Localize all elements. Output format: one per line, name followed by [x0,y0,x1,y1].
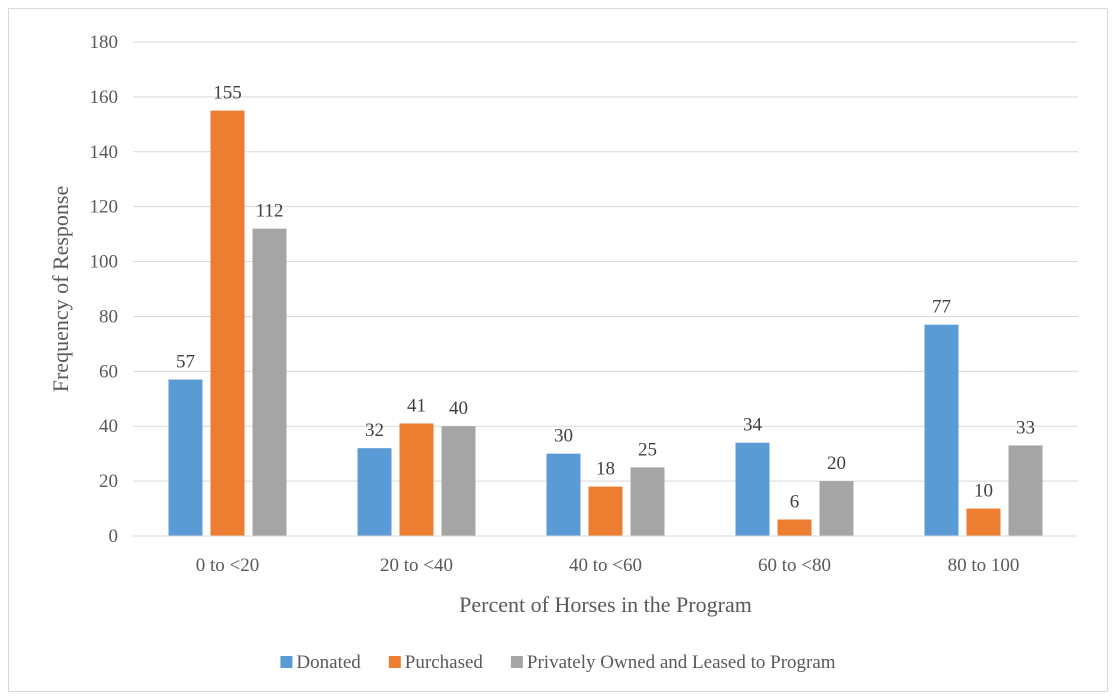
x-tick-label: 40 to <60 [569,555,642,576]
data-label: 10 [974,481,993,502]
y-tick-label: 120 [90,197,119,218]
data-label: 32 [365,420,384,441]
y-tick-label: 40 [99,416,118,437]
y-tick-label: 0 [109,526,119,547]
bar-donated-2 [546,453,581,536]
legend-label: Donated [296,652,361,673]
y-tick-label: 100 [90,252,119,273]
bar-donated-3 [735,442,770,536]
x-tick-label: 0 to <20 [196,555,260,576]
data-label: 6 [790,492,800,513]
y-tick-label: 180 [90,32,119,53]
data-label: 30 [554,426,573,447]
bar-privately-4 [1008,445,1043,536]
y-tick-label: 60 [99,361,118,382]
data-label: 40 [449,398,468,419]
y-axis-title: Frequency of Response [48,186,73,393]
x-tick-label: 80 to 100 [948,555,1020,576]
data-labels: 57 155 112 32 41 40 30 18 25 34 6 20 77 10 33 [176,83,1035,513]
data-label: 112 [256,201,284,222]
legend-item: Donated [280,652,361,673]
data-label: 33 [1016,417,1035,438]
bar-privately-0 [252,228,287,536]
bar-privately-2 [630,467,665,536]
legend-swatch [280,656,293,668]
data-label: 25 [638,439,657,460]
bar-purchased-2 [588,486,623,536]
bar-purchased-3 [777,519,812,536]
data-label: 18 [596,459,615,480]
legend-swatch [388,656,401,668]
y-tick-label: 20 [99,471,118,492]
y-tick-label: 140 [90,142,119,163]
data-label: 20 [827,453,846,474]
legend-item: Purchased [388,652,484,673]
x-axis-title: Percent of Horses in the Program [459,592,752,617]
bar-donated-1 [357,448,392,536]
legend-swatch [510,656,523,668]
data-label: 155 [213,83,242,104]
bar-privately-3 [819,481,854,536]
bar-purchased-0 [210,110,245,536]
legend-item: Privately Owned and Leased to Program [510,652,836,673]
data-label: 41 [407,395,426,416]
x-axis-ticks: 0 to <20 20 to <40 40 to <60 60 to <80 80 to… [196,555,1020,576]
data-label: 57 [176,352,195,373]
data-label: 34 [743,415,763,436]
legend-label: Purchased [405,652,484,673]
bar-purchased-4 [966,508,1001,536]
x-tick-label: 20 to <40 [380,555,453,576]
legend-label: Privately Owned and Leased to Program [527,652,836,673]
bar-purchased-1 [399,423,434,536]
y-tick-label: 80 [99,306,118,327]
gridlines [133,41,1078,482]
legend: Donated Purchased Privately Owned and Leas… [280,652,836,673]
bar-privately-1 [441,426,476,536]
data-label: 77 [932,297,951,318]
bar-donated-0 [168,379,203,536]
y-tick-label: 160 [90,87,119,108]
y-axis-ticks: 0 20 40 60 80 100 120 140 160 180 [90,32,119,547]
bars [168,110,1043,536]
bar-donated-4 [924,324,959,536]
x-tick-label: 60 to <80 [758,555,831,576]
